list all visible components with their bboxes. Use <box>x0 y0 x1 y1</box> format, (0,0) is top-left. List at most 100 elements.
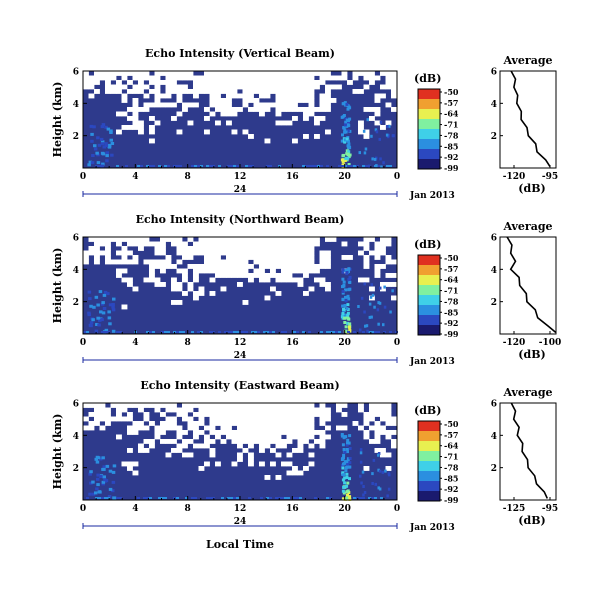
colorbar-tick-label: -78 <box>444 296 459 306</box>
no-data-cell <box>281 246 287 251</box>
no-data-cell <box>292 237 298 242</box>
no-data-cell <box>94 80 100 85</box>
no-data-cell <box>264 264 271 269</box>
no-data-cell <box>281 412 287 417</box>
no-data-cell <box>237 273 243 278</box>
no-data-cell <box>248 250 254 256</box>
no-data-cell <box>127 277 133 283</box>
echo-cell <box>112 297 116 301</box>
no-data-cell <box>374 448 381 453</box>
no-data-cell <box>319 443 326 449</box>
echo-cell <box>348 457 352 460</box>
no-data-cell <box>281 89 287 94</box>
no-data-cell <box>187 286 194 292</box>
no-data-cell <box>275 403 282 408</box>
no-data-cell <box>325 416 331 422</box>
echo-cell <box>191 165 194 167</box>
no-data-cell <box>121 250 128 256</box>
no-data-cell <box>248 452 254 458</box>
no-data-cell <box>308 425 315 431</box>
colorbar-segment <box>418 451 440 462</box>
no-data-cell <box>231 434 238 440</box>
no-data-cell <box>275 475 282 480</box>
no-data-cell <box>396 111 403 117</box>
no-data-cell <box>215 430 221 435</box>
echo-cell <box>341 471 345 475</box>
no-data-cell <box>209 246 216 251</box>
echo-cell <box>96 153 100 157</box>
no-data-cell <box>292 403 298 408</box>
no-data-cell <box>347 255 353 260</box>
echo-cell <box>348 477 351 481</box>
no-data-cell <box>127 116 133 121</box>
no-data-cell <box>138 84 144 90</box>
no-data-cell <box>374 439 381 444</box>
echo-cell <box>341 478 345 482</box>
no-data-cell <box>127 89 133 94</box>
no-data-cell <box>281 407 287 413</box>
panel-3: Echo Intensity (Eastward Beam)642Height … <box>51 379 558 533</box>
no-data-cell <box>160 268 166 274</box>
no-data-cell <box>94 250 100 256</box>
no-data-cell <box>171 300 177 305</box>
x-tick-label: 12 <box>234 338 247 348</box>
echo-cell <box>105 464 110 468</box>
echo-cell <box>111 303 115 306</box>
echo-cell <box>343 316 347 320</box>
no-data-cell <box>165 93 172 99</box>
no-data-cell <box>264 84 271 90</box>
no-data-cell <box>226 250 232 256</box>
no-data-cell <box>94 241 100 247</box>
echo-cell <box>272 331 275 333</box>
echo-cell <box>90 132 94 136</box>
x-tick-label: 0 <box>80 504 86 514</box>
no-data-cell <box>176 268 183 274</box>
no-data-cell <box>132 403 139 408</box>
no-data-cell <box>160 403 166 408</box>
no-data-cell <box>264 439 271 444</box>
echo-cell <box>348 275 352 279</box>
no-data-cell <box>363 129 370 135</box>
no-data-cell <box>154 282 161 287</box>
no-data-cell <box>374 111 381 117</box>
echo-cell <box>345 307 349 311</box>
no-data-cell <box>165 452 172 458</box>
no-data-cell <box>187 75 194 81</box>
echo-cell <box>346 459 350 463</box>
no-data-cell <box>308 89 315 94</box>
echo-cell <box>102 293 107 297</box>
no-data-cell <box>358 125 364 130</box>
echo-cell <box>92 305 96 309</box>
no-data-cell <box>182 430 188 435</box>
no-data-cell <box>143 75 150 81</box>
no-data-cell <box>374 246 381 251</box>
no-data-cell <box>121 277 128 283</box>
no-data-cell <box>220 107 227 112</box>
no-data-cell <box>182 452 188 458</box>
no-data-cell <box>242 80 249 85</box>
no-data-cell <box>83 250 89 256</box>
echo-cell <box>320 331 323 333</box>
no-data-cell <box>380 264 386 269</box>
no-data-cell <box>204 434 210 440</box>
no-data-cell <box>319 116 326 121</box>
no-data-cell <box>374 273 381 278</box>
no-data-cell <box>193 80 199 85</box>
no-data-cell <box>121 111 128 117</box>
no-data-cell <box>259 264 265 269</box>
y-tick-label: 4 <box>73 432 79 442</box>
no-data-cell <box>204 107 210 112</box>
no-data-cell <box>341 241 348 247</box>
no-data-cell <box>297 80 304 85</box>
no-data-cell <box>171 403 177 408</box>
no-data-cell <box>149 264 155 269</box>
no-data-cell <box>374 120 381 126</box>
no-data-cell <box>88 93 95 99</box>
no-data-cell <box>182 241 188 247</box>
no-data-cell <box>264 295 271 301</box>
no-data-cell <box>303 111 309 117</box>
no-data-cell <box>369 439 375 444</box>
no-data-cell <box>380 416 386 422</box>
echo-cell <box>358 151 361 155</box>
no-data-cell <box>297 430 304 435</box>
